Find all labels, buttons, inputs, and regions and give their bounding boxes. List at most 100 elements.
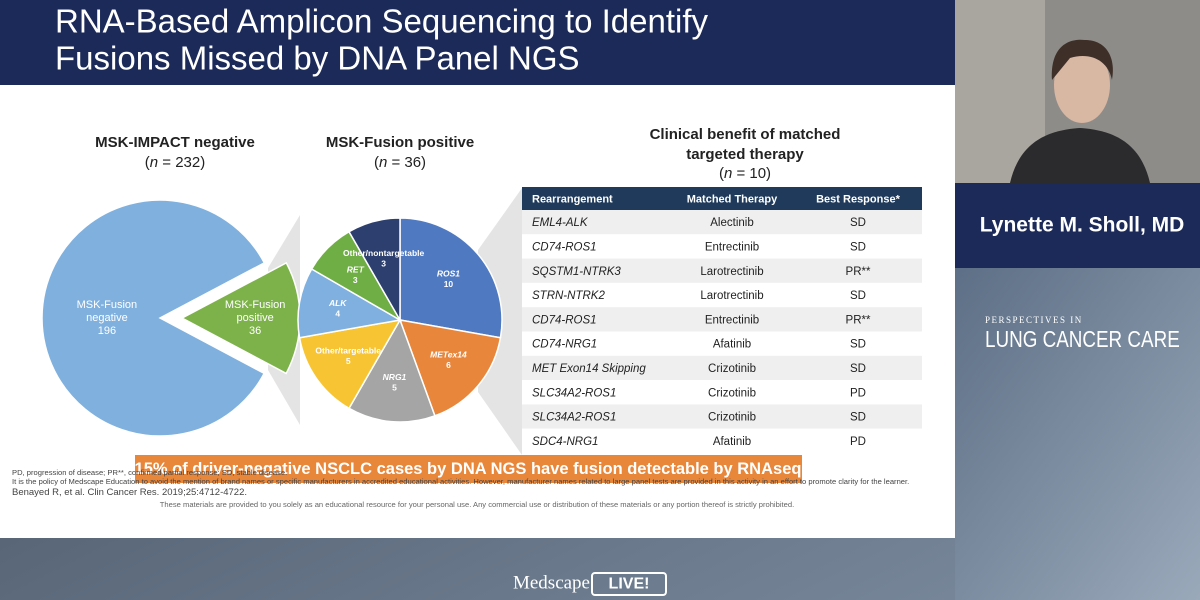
table-title: Clinical benefit of matched (650, 126, 841, 143)
table-row (522, 331, 922, 356)
subtitle-part: ( (145, 154, 150, 171)
table-cell: CD74-ROS1 (532, 314, 597, 326)
title-bar (0, 0, 955, 85)
table-cell: PR** (846, 314, 871, 326)
footer-badge (591, 572, 667, 596)
table-cell: Larotrectinib (700, 266, 763, 278)
footnote: It is the policy of Medscape Education t… (12, 477, 910, 486)
table-row (522, 258, 922, 283)
footer-brand: Medscape (513, 572, 590, 593)
slice-value: 5 (392, 382, 397, 392)
table-cell: Entrectinib (705, 241, 759, 253)
table-cell: STRN-NTRK2 (532, 290, 605, 302)
slice-value: 6 (446, 360, 451, 370)
table-title: targeted therapy (686, 146, 804, 163)
pie-slice (399, 217, 503, 339)
table-cell: Afatinib (713, 436, 751, 448)
slice-value: 5 (346, 356, 351, 366)
slice-value: 3 (381, 258, 386, 268)
slice-label: negative (86, 312, 128, 324)
table-cell: MET Exon14 Skipping (532, 363, 646, 375)
table-row (522, 307, 922, 332)
banner (135, 455, 802, 483)
table-cell: Crizotinib (708, 363, 756, 375)
speaker-name: Lynette M. Sholl, MD (980, 214, 1185, 237)
footer-badge-text: LIVE! (609, 576, 650, 593)
slice-label: Other/nontargetable (343, 248, 425, 258)
footnote: PD, progression of disease; PR**, confir… (12, 468, 288, 477)
table-cell: EML4-ALK (532, 217, 589, 229)
subtitle-part: n (724, 165, 732, 182)
chart-title: MSK-Fusion positive (326, 134, 474, 151)
subtitle-part: = 10) (732, 165, 771, 182)
subtitle: (n = 232) (145, 154, 205, 171)
pie-slice (298, 318, 402, 410)
subtitle-part: n (150, 154, 158, 171)
slice-value: 10 (444, 279, 454, 289)
table-cell: SD (850, 241, 866, 253)
table-cell: Alectinib (710, 217, 753, 229)
slide-title: RNA-Based Amplicon Sequencing to Identif… (55, 3, 709, 40)
subtitle: (n = 10) (719, 165, 771, 182)
table-header (522, 187, 922, 210)
pie-slice (297, 267, 403, 339)
column-header: Best Response* (816, 193, 900, 205)
table-row (522, 282, 922, 308)
table-cell: SD (850, 412, 866, 424)
table-cell: SD (850, 363, 866, 375)
slice-label: ROS1 (437, 268, 460, 278)
column-header: Rearrangement (532, 193, 613, 205)
table-row (522, 234, 922, 259)
pie-slice (347, 318, 436, 423)
table-cell: SD (850, 217, 866, 229)
slice-label: Other/targetable (315, 345, 381, 355)
table-cell: SQSTM1-NTRK3 (532, 266, 621, 278)
slice-value: 36 (249, 325, 261, 337)
table: Clinical benefit of matched targeted ther… (522, 126, 922, 453)
slice-label: MSK-Fusion (225, 299, 286, 311)
subtitle-part: ( (374, 154, 379, 171)
footnotes: PD, progression of disease; PR**, confir… (12, 468, 942, 509)
table-row (522, 355, 922, 381)
table-cell: CD74-ROS1 (532, 241, 597, 253)
brand-line: PERSPECTIVES IN (985, 315, 1083, 325)
chart-title: MSK-IMPACT negative (95, 134, 255, 151)
table-cell: SLC34A2-ROS1 (532, 412, 616, 424)
table-cell: PD (850, 387, 866, 399)
table-cell: PR** (846, 266, 871, 278)
slice-value: 4 (335, 309, 340, 319)
pie-slice (347, 217, 401, 323)
table-cell: PD (850, 436, 866, 448)
slice-value: 196 (98, 325, 116, 337)
reference: Benayed R, et al. Clin Cancer Res. 2019;… (12, 487, 248, 498)
banner-text: 15% of driver-negative NSCLC cases by DN… (135, 460, 802, 478)
speaker-body (1010, 128, 1150, 183)
name-bar (955, 183, 1200, 268)
table-row (522, 404, 922, 429)
slice-value: 3 (353, 275, 358, 285)
table-cell: SD (850, 290, 866, 302)
pie-charts: MSK-IMPACT negative(n = 232)MSK-Fusionne… (41, 134, 503, 437)
table-cell: Afatinib (713, 339, 751, 351)
table-cell: SDC4-NRG1 (532, 436, 598, 448)
table-cell: Larotrectinib (700, 290, 763, 302)
table-cell: SD (850, 339, 866, 351)
table-cell: Crizotinib (708, 412, 756, 424)
slice-label: RET (347, 264, 365, 274)
table-row (522, 210, 922, 235)
slice-label: METex14 (430, 350, 467, 360)
subtitle: (n = 36) (374, 154, 426, 171)
pie-slice (41, 199, 266, 437)
slide-title: Fusions Missed by DNA Panel NGS (55, 40, 580, 77)
table-cell: SLC34A2-ROS1 (532, 387, 616, 399)
table-cell: CD74-NRG1 (532, 339, 597, 351)
table-row (522, 428, 922, 453)
slice-label: MSK-Fusion (77, 299, 138, 311)
speaker-hair (1051, 39, 1113, 80)
disclaimer: These materials are provided to you sole… (159, 500, 795, 509)
slice-label: NRG1 (383, 372, 407, 382)
table-cell: Entrectinib (705, 314, 759, 326)
table-cell: Crizotinib (708, 387, 756, 399)
speaker-face (1054, 47, 1110, 123)
